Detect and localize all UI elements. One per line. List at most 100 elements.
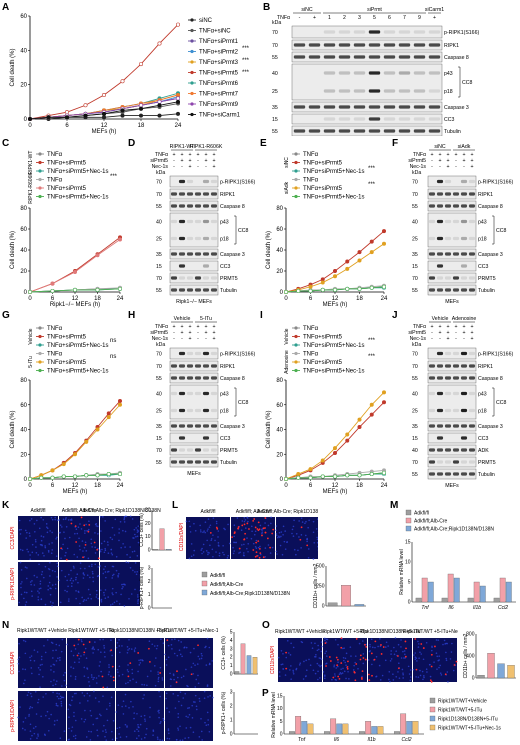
- nucleus: [187, 707, 189, 709]
- kda-marker: 25: [156, 409, 162, 415]
- row-stain-label: CD11b/DAPI: [270, 646, 276, 674]
- legend-marker: [38, 360, 42, 364]
- blot-band: [436, 364, 444, 368]
- x-axis-label: MEFs (h): [323, 489, 348, 495]
- nucleus: [49, 601, 52, 603]
- nucleus: [426, 671, 428, 673]
- data-point: [50, 288, 55, 293]
- legend-group-label: Vehicle: [284, 328, 290, 344]
- nucleus: [280, 663, 283, 666]
- legend-swatch: [429, 706, 436, 713]
- blot-band: [353, 71, 366, 75]
- nucleus: [222, 551, 224, 554]
- panel-letter-o: O: [262, 620, 270, 631]
- nucleus: [308, 658, 310, 661]
- nucleus: [115, 711, 117, 713]
- nucleus: [417, 676, 420, 678]
- nucleus: [182, 697, 185, 699]
- blot-band: [444, 276, 452, 280]
- blot-target-label: Tubulin: [220, 288, 237, 294]
- nucleus: [53, 671, 55, 673]
- nucleus: [33, 659, 36, 662]
- nucleus: [204, 646, 206, 649]
- nucleus: [36, 651, 39, 653]
- blot-target-label: Caspase 8: [478, 376, 503, 382]
- positive-cell: [371, 674, 373, 677]
- nucleus: [200, 730, 203, 733]
- nucleus: [115, 646, 118, 649]
- nucleus: [443, 639, 446, 642]
- blot-target-label: p-RIPK1(S166): [220, 352, 255, 358]
- blot-band: [452, 460, 460, 464]
- data-point: [176, 111, 181, 116]
- nucleus: [409, 669, 412, 671]
- nucleus: [102, 638, 104, 641]
- legend-marker: [190, 91, 194, 96]
- nucleus: [298, 664, 301, 666]
- legend-marker: [294, 368, 298, 373]
- cc8-bracket: [234, 215, 237, 245]
- legend-label: TNFα+siPrmt5+Nec-1s: [47, 195, 108, 201]
- nucleus: [30, 590, 33, 593]
- data-point: [139, 62, 144, 67]
- significance-label: ***: [242, 46, 250, 52]
- nucleus: [85, 736, 88, 738]
- bar: [412, 721, 419, 735]
- blot-band: [413, 55, 426, 59]
- kda-marker: 55: [272, 129, 278, 135]
- nucleus: [138, 659, 140, 662]
- nucleus: [208, 552, 210, 554]
- nucleus: [202, 543, 205, 546]
- nucleus: [64, 537, 66, 540]
- y-axis-label: CD11b+ cells / mm2: [463, 633, 469, 678]
- nucleus: [122, 542, 124, 545]
- nucleus: [66, 643, 68, 646]
- nucleus: [439, 664, 441, 667]
- nucleus: [104, 549, 107, 552]
- nucleus: [316, 662, 319, 665]
- y-tick-label: 800: [466, 632, 475, 638]
- nucleus: [123, 517, 126, 519]
- nucleus: [181, 739, 184, 741]
- blot-band: [202, 276, 210, 280]
- nucleus: [393, 653, 396, 656]
- nucleus: [197, 655, 200, 658]
- nucleus: [259, 524, 262, 527]
- lane-label: 5: [373, 15, 376, 21]
- bar: [487, 653, 495, 679]
- nucleus: [290, 678, 292, 680]
- blot-target-label: Tubulin: [444, 129, 461, 135]
- positive-cell: [175, 681, 178, 684]
- bar: [341, 585, 351, 607]
- nucleus: [362, 662, 365, 665]
- nucleus: [450, 651, 453, 653]
- nucleus: [392, 679, 395, 681]
- blot-target-label: p18: [444, 89, 453, 95]
- nucleus: [69, 579, 72, 582]
- y-tick-label: 60: [20, 227, 27, 233]
- data-point: [73, 287, 78, 292]
- blot-band: [323, 117, 336, 121]
- nucleus: [79, 562, 82, 564]
- positive-cell: [455, 660, 458, 663]
- nucleus: [63, 531, 65, 533]
- nucleus: [286, 639, 289, 642]
- nucleus: [22, 721, 25, 723]
- blot-band: [468, 288, 476, 292]
- nucleus: [68, 727, 70, 730]
- blot-band: [428, 472, 436, 476]
- blot-band: [468, 192, 476, 196]
- significance-label: ***: [368, 338, 376, 344]
- legend-label: TNFα: [47, 352, 63, 358]
- nucleus: [137, 530, 140, 532]
- cc8-bracket: [492, 215, 495, 245]
- row-stain-label: CC3/DAPI: [10, 526, 16, 549]
- nucleus: [218, 552, 221, 554]
- data-point: [308, 475, 313, 480]
- blot-band: [468, 252, 476, 256]
- blot-membrane: [291, 125, 443, 136]
- nucleus: [81, 596, 84, 599]
- nucleus: [412, 668, 415, 671]
- nucleus: [75, 578, 77, 581]
- nucleus: [39, 583, 42, 585]
